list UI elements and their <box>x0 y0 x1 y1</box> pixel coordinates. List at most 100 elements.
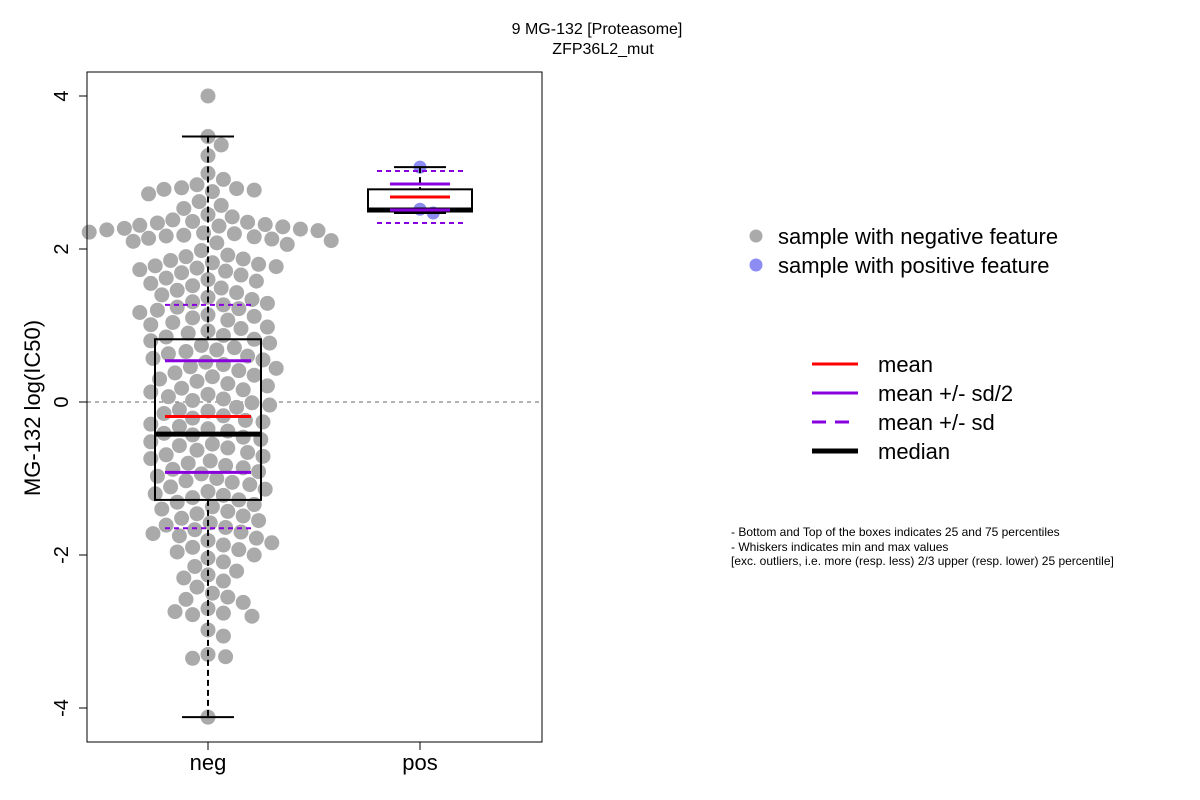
neg-box <box>154 338 262 501</box>
data-point <box>255 448 271 464</box>
data-point <box>169 299 185 315</box>
data-point <box>176 570 192 586</box>
data-point <box>187 558 203 574</box>
data-point <box>215 605 231 621</box>
data-point <box>145 350 161 366</box>
data-point <box>229 181 245 197</box>
data-point <box>180 455 196 471</box>
data-point <box>257 481 273 497</box>
x-tick-label: pos <box>402 750 437 775</box>
data-point <box>185 213 201 229</box>
plot-frame <box>86 71 543 743</box>
data-point <box>202 453 218 469</box>
data-point <box>200 484 216 500</box>
data-point <box>259 295 275 311</box>
data-point <box>251 513 267 529</box>
data-point <box>218 519 234 535</box>
data-point <box>149 215 165 231</box>
data-point <box>143 451 159 467</box>
data-point <box>158 447 174 463</box>
data-point <box>310 223 326 239</box>
data-point <box>215 628 231 644</box>
data-point <box>213 197 229 213</box>
data-point <box>215 537 231 553</box>
data-point <box>257 217 273 233</box>
data-point <box>204 436 220 452</box>
y-tick-label: -4 <box>51 699 73 717</box>
data-point <box>251 464 267 480</box>
data-point <box>220 440 236 456</box>
data-point <box>233 524 249 540</box>
data-point <box>185 392 201 408</box>
data-point <box>233 267 249 283</box>
data-point <box>125 233 141 249</box>
data-point <box>167 365 183 381</box>
data-point <box>268 360 284 376</box>
y-tick-label: 2 <box>51 243 73 254</box>
data-point <box>259 319 275 335</box>
data-point <box>200 88 216 104</box>
data-point <box>233 321 249 337</box>
chart-title-line-1: 9 MG-132 [Proteasome] <box>512 21 683 38</box>
data-point <box>231 301 247 317</box>
data-point <box>158 517 174 533</box>
data-point <box>268 259 284 275</box>
data-point <box>262 335 278 351</box>
data-point <box>182 359 198 375</box>
data-point <box>244 291 260 307</box>
data-point <box>145 526 161 542</box>
data-point <box>198 354 214 370</box>
data-point <box>143 275 159 291</box>
data-point <box>220 589 236 605</box>
data-point <box>189 260 205 276</box>
data-point <box>209 342 225 358</box>
data-point <box>189 506 205 522</box>
data-point <box>246 367 262 383</box>
data-point <box>242 477 258 493</box>
data-point <box>226 226 242 242</box>
data-point <box>171 418 187 434</box>
data-point <box>246 308 262 324</box>
data-point <box>185 650 201 666</box>
data-point <box>220 312 236 328</box>
chart-title-line-2: ZFP36L2_mut <box>552 41 654 58</box>
data-point <box>235 508 251 524</box>
notes: - Bottom and Top of the boxes indicates … <box>731 525 1114 568</box>
data-point <box>279 236 295 252</box>
data-point <box>165 314 181 330</box>
data-point <box>158 228 174 244</box>
data-point <box>240 214 256 230</box>
data-point <box>178 591 194 607</box>
data-point <box>204 369 220 385</box>
data-point <box>185 490 201 506</box>
data-point <box>323 233 339 249</box>
data-point <box>246 229 262 245</box>
legend: sample with negative feature sample with … <box>749 224 1058 464</box>
data-point <box>235 251 251 267</box>
data-point <box>224 209 240 225</box>
data-point <box>160 346 176 362</box>
data-point <box>244 608 260 624</box>
data-point <box>189 579 205 595</box>
legend-line-label: mean <box>878 352 933 377</box>
data-point <box>141 186 157 202</box>
data-point <box>176 200 192 216</box>
data-point <box>262 397 278 413</box>
data-point <box>191 194 207 210</box>
data-point <box>193 337 209 353</box>
data-point <box>244 395 260 411</box>
data-point <box>215 554 231 570</box>
data-point <box>215 573 231 589</box>
data-point <box>251 256 267 272</box>
data-point <box>174 180 190 196</box>
data-point <box>220 503 236 519</box>
data-point <box>231 542 247 558</box>
data-point <box>132 262 148 278</box>
data-point <box>226 340 242 356</box>
data-point <box>171 402 187 418</box>
data-point <box>200 165 216 181</box>
data-point <box>264 231 280 247</box>
data-point <box>171 528 187 544</box>
data-point <box>259 378 275 394</box>
